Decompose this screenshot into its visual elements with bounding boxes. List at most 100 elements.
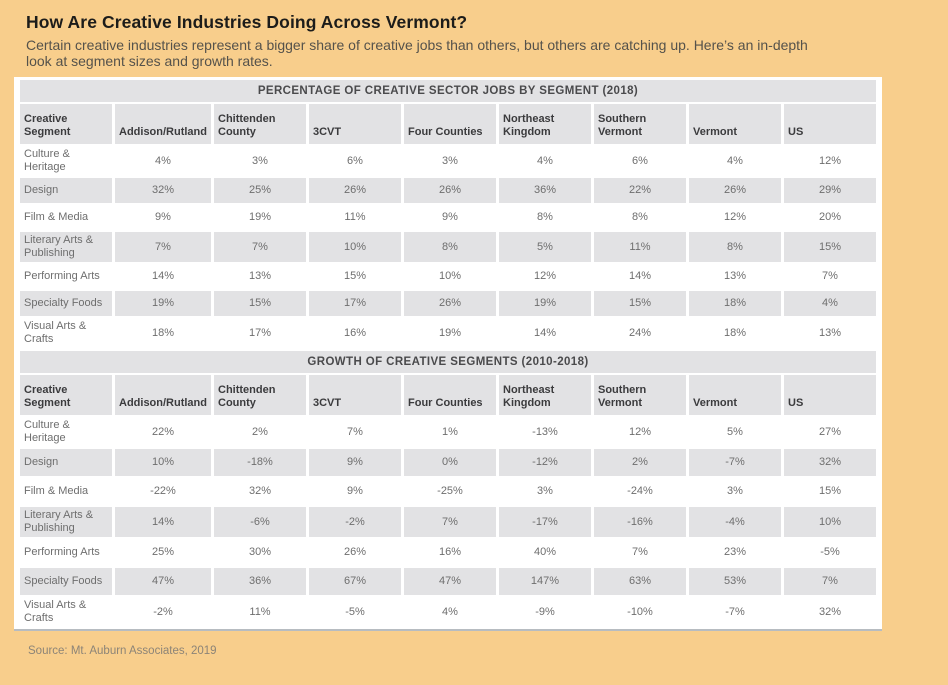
table-cell: 12% <box>689 205 781 230</box>
table-cell: -5% <box>309 597 401 627</box>
table-cell: 9% <box>309 449 401 476</box>
column-header: Creative Segment <box>20 375 112 415</box>
table-cell: -16% <box>594 507 686 537</box>
table-cell: 2% <box>214 417 306 447</box>
table-cell: 32% <box>115 178 211 203</box>
table-cell: 5% <box>499 232 591 262</box>
table-cell: 26% <box>404 291 496 316</box>
table-cell: 13% <box>689 264 781 289</box>
row-label: Literary Arts & Publishing <box>20 232 112 262</box>
table-cell: 19% <box>499 291 591 316</box>
row-label: Design <box>20 449 112 476</box>
table-cell: 8% <box>594 205 686 230</box>
column-header: Chittenden County <box>214 104 306 144</box>
table-cell: 22% <box>594 178 686 203</box>
table-cell: 12% <box>499 264 591 289</box>
table-cell: 17% <box>309 291 401 316</box>
column-header: Southern Vermont <box>594 104 686 144</box>
table-cell: 4% <box>784 291 876 316</box>
table-cell: 16% <box>309 318 401 348</box>
table-cell: 15% <box>214 291 306 316</box>
row-label: Specialty Foods <box>20 568 112 595</box>
table-cell: 36% <box>214 568 306 595</box>
jobs-by-segment-table: Creative Segment Addison/Rutland Chittende… <box>20 104 876 348</box>
column-header: Vermont <box>689 104 781 144</box>
table-cell: 3% <box>689 478 781 505</box>
source-note: Source: Mt. Auburn Associates, 2019 <box>28 645 217 657</box>
table-cell: -2% <box>115 597 211 627</box>
row-label: Specialty Foods <box>20 291 112 316</box>
table-cell: 7% <box>784 264 876 289</box>
row-label: Culture & Heritage <box>20 146 112 176</box>
table-cell: 47% <box>404 568 496 595</box>
table-cell: 18% <box>689 291 781 316</box>
table-cell: -6% <box>214 507 306 537</box>
table-cell: 32% <box>784 597 876 627</box>
table-cell: 25% <box>115 539 211 566</box>
table-cell: -9% <box>499 597 591 627</box>
column-header: Chittenden County <box>214 375 306 415</box>
table-cell: 9% <box>309 478 401 505</box>
table-cell: 7% <box>115 232 211 262</box>
table-cell: 30% <box>214 539 306 566</box>
row-label: Visual Arts & Crafts <box>20 318 112 348</box>
table-cell: 7% <box>594 539 686 566</box>
table-cell: -2% <box>309 507 401 537</box>
column-header: 3CVT <box>309 104 401 144</box>
table-cell: 7% <box>784 568 876 595</box>
table-cell: 5% <box>689 417 781 447</box>
table-cell: 26% <box>404 178 496 203</box>
column-header: Southern Vermont <box>594 375 686 415</box>
column-header: Vermont <box>689 375 781 415</box>
table-cell: 10% <box>784 507 876 537</box>
table-cell: 16% <box>404 539 496 566</box>
column-header: Four Counties <box>404 375 496 415</box>
table-cell: 6% <box>309 146 401 176</box>
table-cell: 1% <box>404 417 496 447</box>
table-cell: 15% <box>309 264 401 289</box>
table-cell: 0% <box>404 449 496 476</box>
table-cell: 26% <box>309 178 401 203</box>
table-cell: 4% <box>689 146 781 176</box>
column-header: Northeast Kingdom <box>499 375 591 415</box>
table-cell: 7% <box>309 417 401 447</box>
table-cell: 4% <box>404 597 496 627</box>
table-cell: 24% <box>594 318 686 348</box>
table-cell: 63% <box>594 568 686 595</box>
table-cell: 25% <box>214 178 306 203</box>
column-header: Four Counties <box>404 104 496 144</box>
table-cell: 19% <box>115 291 211 316</box>
table-cell: 18% <box>115 318 211 348</box>
table-cell: -22% <box>115 478 211 505</box>
table-cell: 7% <box>214 232 306 262</box>
table-cell: -4% <box>689 507 781 537</box>
table-cell: -24% <box>594 478 686 505</box>
table-cell: 9% <box>115 205 211 230</box>
table-cell: 32% <box>214 478 306 505</box>
tables-panel: PERCENTAGE OF CREATIVE SECTOR JOBS BY SE… <box>14 77 882 631</box>
table-cell: 11% <box>214 597 306 627</box>
table-cell: 18% <box>689 318 781 348</box>
table-cell: -18% <box>214 449 306 476</box>
table-cell: 4% <box>499 146 591 176</box>
table-cell: 17% <box>214 318 306 348</box>
table-cell: 147% <box>499 568 591 595</box>
table-cell: -25% <box>404 478 496 505</box>
table-cell: -5% <box>784 539 876 566</box>
table-cell: -17% <box>499 507 591 537</box>
row-label: Performing Arts <box>20 264 112 289</box>
table-cell: 23% <box>689 539 781 566</box>
row-label: Film & Media <box>20 205 112 230</box>
table-cell: 32% <box>784 449 876 476</box>
table-cell: 13% <box>784 318 876 348</box>
table-cell: 15% <box>784 232 876 262</box>
table-cell: 12% <box>784 146 876 176</box>
table-cell: 26% <box>309 539 401 566</box>
table-cell: -12% <box>499 449 591 476</box>
table-cell: 47% <box>115 568 211 595</box>
growth-section: GROWTH OF CREATIVE SEGMENTS (2010-2018) … <box>20 351 876 627</box>
table-cell: 15% <box>594 291 686 316</box>
column-header: US <box>784 104 876 144</box>
table-cell: 29% <box>784 178 876 203</box>
table-cell: 22% <box>115 417 211 447</box>
